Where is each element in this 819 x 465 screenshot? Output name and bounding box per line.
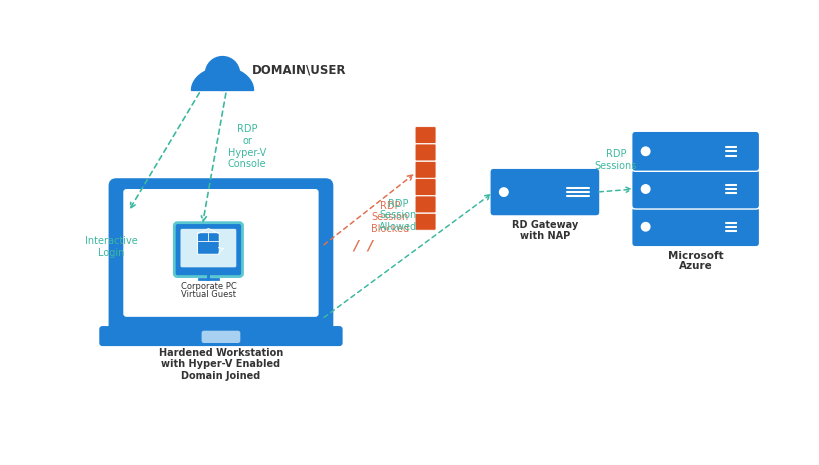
- FancyBboxPatch shape: [415, 196, 436, 213]
- FancyBboxPatch shape: [180, 229, 237, 267]
- FancyBboxPatch shape: [415, 144, 436, 161]
- Text: Azure: Azure: [679, 261, 713, 272]
- FancyBboxPatch shape: [490, 168, 600, 216]
- Circle shape: [641, 185, 650, 193]
- Text: RDP
Session
Allowed: RDP Session Allowed: [379, 199, 417, 232]
- Text: Interactive
Login: Interactive Login: [85, 236, 138, 258]
- Text: RDP
Session
Blocked: RDP Session Blocked: [371, 201, 410, 234]
- FancyBboxPatch shape: [415, 126, 436, 144]
- Text: /: /: [354, 238, 359, 252]
- FancyBboxPatch shape: [415, 161, 436, 178]
- FancyBboxPatch shape: [415, 213, 436, 230]
- Circle shape: [206, 57, 239, 91]
- Circle shape: [641, 223, 650, 231]
- FancyBboxPatch shape: [631, 169, 759, 209]
- FancyBboxPatch shape: [631, 131, 759, 171]
- Text: /: /: [368, 238, 373, 252]
- Text: RDP
or
Hyper-V
Console: RDP or Hyper-V Console: [228, 124, 267, 169]
- Text: RD Gateway: RD Gateway: [512, 220, 578, 230]
- FancyBboxPatch shape: [174, 223, 242, 277]
- FancyBboxPatch shape: [124, 189, 319, 317]
- Circle shape: [500, 188, 508, 196]
- Text: RDP
Sessions: RDP Sessions: [595, 149, 637, 171]
- Text: with Hyper-V Enabled: with Hyper-V Enabled: [161, 359, 281, 369]
- FancyBboxPatch shape: [631, 207, 759, 247]
- FancyBboxPatch shape: [109, 178, 333, 339]
- Polygon shape: [192, 67, 254, 91]
- Text: Microsoft: Microsoft: [667, 251, 723, 260]
- FancyBboxPatch shape: [201, 331, 240, 343]
- FancyBboxPatch shape: [197, 232, 219, 254]
- FancyBboxPatch shape: [99, 326, 342, 346]
- Text: Virtual Guest: Virtual Guest: [181, 291, 236, 299]
- Text: Hardened Workstation: Hardened Workstation: [159, 348, 283, 358]
- Text: Domain Joined: Domain Joined: [181, 371, 260, 381]
- Text: with NAP: with NAP: [520, 231, 570, 240]
- FancyBboxPatch shape: [415, 179, 436, 196]
- Text: Corporate PC: Corporate PC: [180, 282, 236, 291]
- Text: DOMAIN\USER: DOMAIN\USER: [252, 64, 346, 77]
- Circle shape: [641, 147, 650, 155]
